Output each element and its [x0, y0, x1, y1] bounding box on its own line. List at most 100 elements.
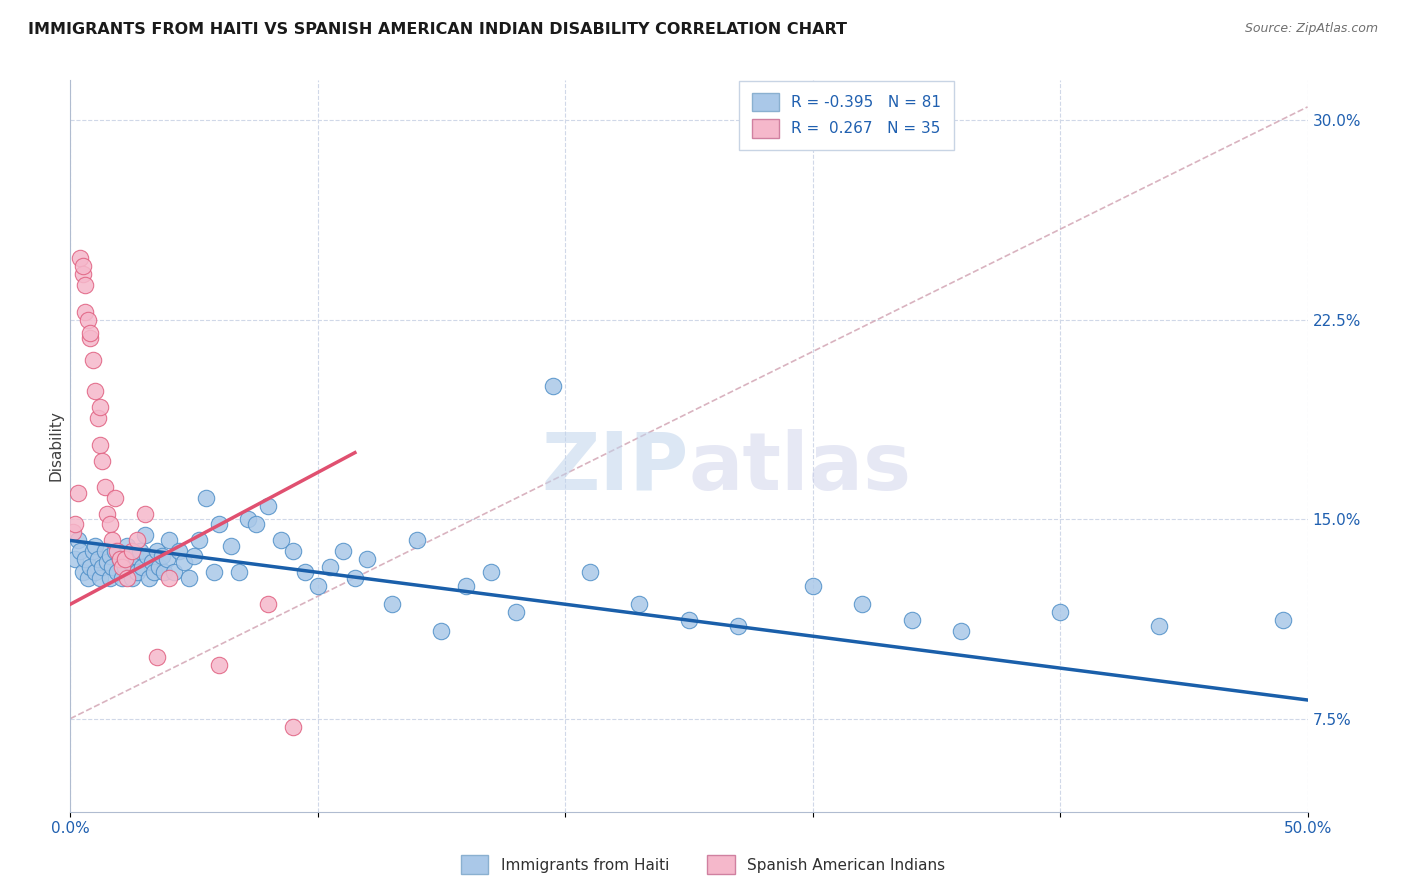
Point [98, 517, 121, 532]
Point [143, 566, 166, 580]
Point [188, 533, 211, 548]
Point [96, 507, 118, 521]
Point [146, 650, 169, 665]
Point [163, 566, 186, 580]
Point [134, 528, 156, 542]
Point [801, 579, 824, 593]
Point [319, 560, 342, 574]
Point [238, 512, 260, 526]
Point [121, 571, 143, 585]
Point [157, 533, 180, 548]
Text: atlas: atlas [689, 429, 912, 507]
Point [98, 549, 121, 564]
Point [156, 552, 179, 566]
Point [94, 480, 117, 494]
Point [104, 544, 127, 558]
Point [1147, 618, 1170, 632]
Point [79, 331, 101, 345]
Point [134, 507, 156, 521]
Point [270, 533, 292, 548]
Point [167, 544, 190, 558]
Text: Source: ZipAtlas.com: Source: ZipAtlas.com [1244, 22, 1378, 36]
Point [127, 533, 149, 548]
Point [150, 549, 173, 564]
Point [76, 571, 98, 585]
Point [98, 571, 121, 585]
Point [900, 613, 922, 627]
Point [91, 560, 114, 574]
Point [108, 552, 131, 566]
Point [1049, 605, 1071, 619]
Point [245, 517, 267, 532]
Point [72, 268, 94, 282]
Point [202, 566, 225, 580]
Point [131, 560, 153, 574]
Point [727, 618, 749, 632]
Point [91, 453, 114, 467]
Point [148, 560, 170, 574]
Point [479, 566, 502, 580]
Point [111, 560, 134, 574]
Point [430, 624, 453, 638]
Point [86, 552, 108, 566]
Point [94, 544, 117, 558]
Point [343, 571, 366, 585]
Text: IMMIGRANTS FROM HAITI VS SPANISH AMERICAN INDIAN DISABILITY CORRELATION CHART: IMMIGRANTS FROM HAITI VS SPANISH AMERICA… [28, 22, 848, 37]
Point [75, 278, 97, 293]
Point [118, 555, 141, 569]
Point [628, 597, 651, 611]
Point [505, 605, 527, 619]
Point [381, 597, 404, 611]
Point [79, 560, 101, 574]
Point [69, 252, 91, 266]
Point [195, 491, 218, 505]
Point [281, 544, 304, 558]
Point [127, 566, 149, 580]
Point [208, 517, 231, 532]
Legend: Immigrants from Haiti, Spanish American Indians: Immigrants from Haiti, Spanish American … [454, 849, 952, 880]
Point [69, 544, 91, 558]
Point [82, 544, 104, 558]
Point [332, 544, 354, 558]
Point [281, 720, 304, 734]
Point [208, 658, 231, 673]
Point [101, 560, 124, 574]
Text: ZIP: ZIP [541, 429, 689, 507]
Point [75, 304, 97, 318]
Point [183, 549, 205, 564]
Y-axis label: Disability: Disability [48, 410, 63, 482]
Point [950, 624, 973, 638]
Point [851, 597, 873, 611]
Point [114, 552, 136, 566]
Point [86, 411, 108, 425]
Point [104, 491, 127, 505]
Point [62, 525, 84, 540]
Point [84, 539, 107, 553]
Point [84, 566, 107, 580]
Point [124, 549, 146, 564]
Point [105, 544, 128, 558]
Point [157, 571, 180, 585]
Point [89, 571, 111, 585]
Point [405, 533, 427, 548]
Point [579, 566, 602, 580]
Point [65, 517, 87, 532]
Point [66, 485, 89, 500]
Point [115, 539, 138, 553]
Point [75, 552, 97, 566]
Point [356, 552, 378, 566]
Point [153, 566, 176, 580]
Point [177, 571, 200, 585]
Point [146, 544, 169, 558]
Point [114, 560, 136, 574]
Point [141, 555, 163, 569]
Point [79, 326, 101, 340]
Point [89, 438, 111, 452]
Point [257, 499, 280, 513]
Point [105, 566, 128, 580]
Point [111, 571, 134, 585]
Legend: R = -0.395   N = 81, R =  0.267   N = 35: R = -0.395 N = 81, R = 0.267 N = 35 [740, 80, 953, 150]
Point [294, 566, 316, 580]
Point [89, 401, 111, 415]
Point [72, 260, 94, 274]
